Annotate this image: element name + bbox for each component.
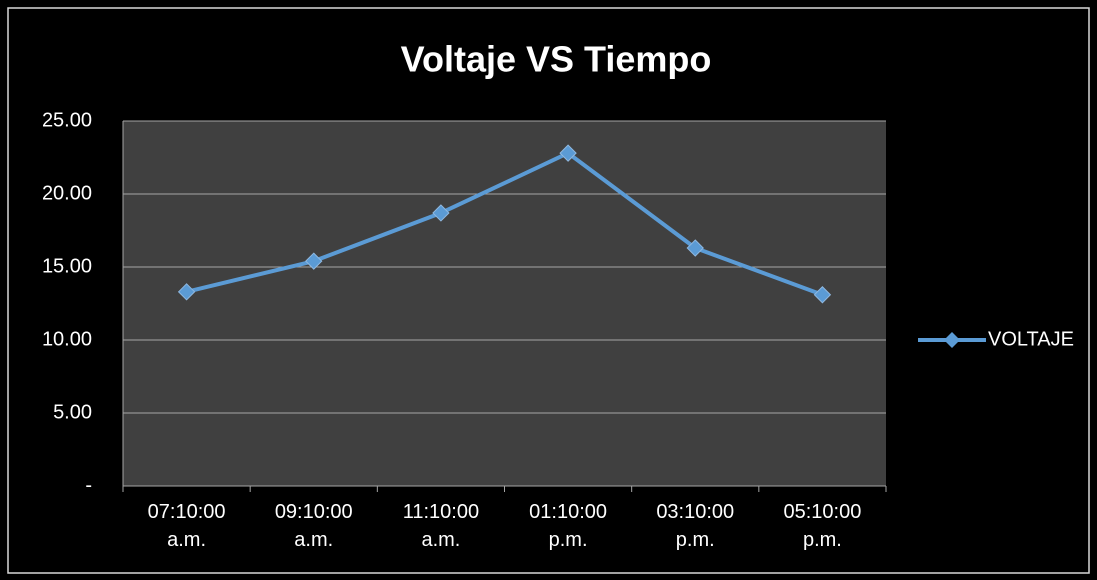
series-line [186,151,824,297]
y-tick-label: 20.00 [42,182,92,204]
x-tick-label: 03:10:00 p.m. [656,501,735,551]
y-tick-label: - [85,474,92,496]
plot-area [123,121,886,486]
x-tick-label: 11:10:00 a.m. [402,501,480,551]
data-point [305,252,323,270]
data-point [559,144,577,162]
y-tick-label: 5.00 [53,401,92,423]
x-tick-label: 07:10:00 a.m. [147,501,226,551]
data-point [177,283,196,301]
data-point [813,286,832,304]
x-tick-label: 05:10:00 p.m. [783,501,862,551]
data-point [432,204,450,222]
data-point [686,239,704,257]
legend-marker [944,332,960,348]
chart-title: Voltaje VS Tiempo [401,39,712,80]
legend-label: VOLTAJE [988,328,1074,350]
y-tick-label: 10.00 [42,328,92,350]
x-tick-label: 01:10:00 p.m. [529,501,607,551]
x-tick-label: 09:10:00 a.m. [274,501,353,551]
y-tick-label: 25.00 [42,109,92,131]
y-tick-label: 15.00 [42,255,92,277]
